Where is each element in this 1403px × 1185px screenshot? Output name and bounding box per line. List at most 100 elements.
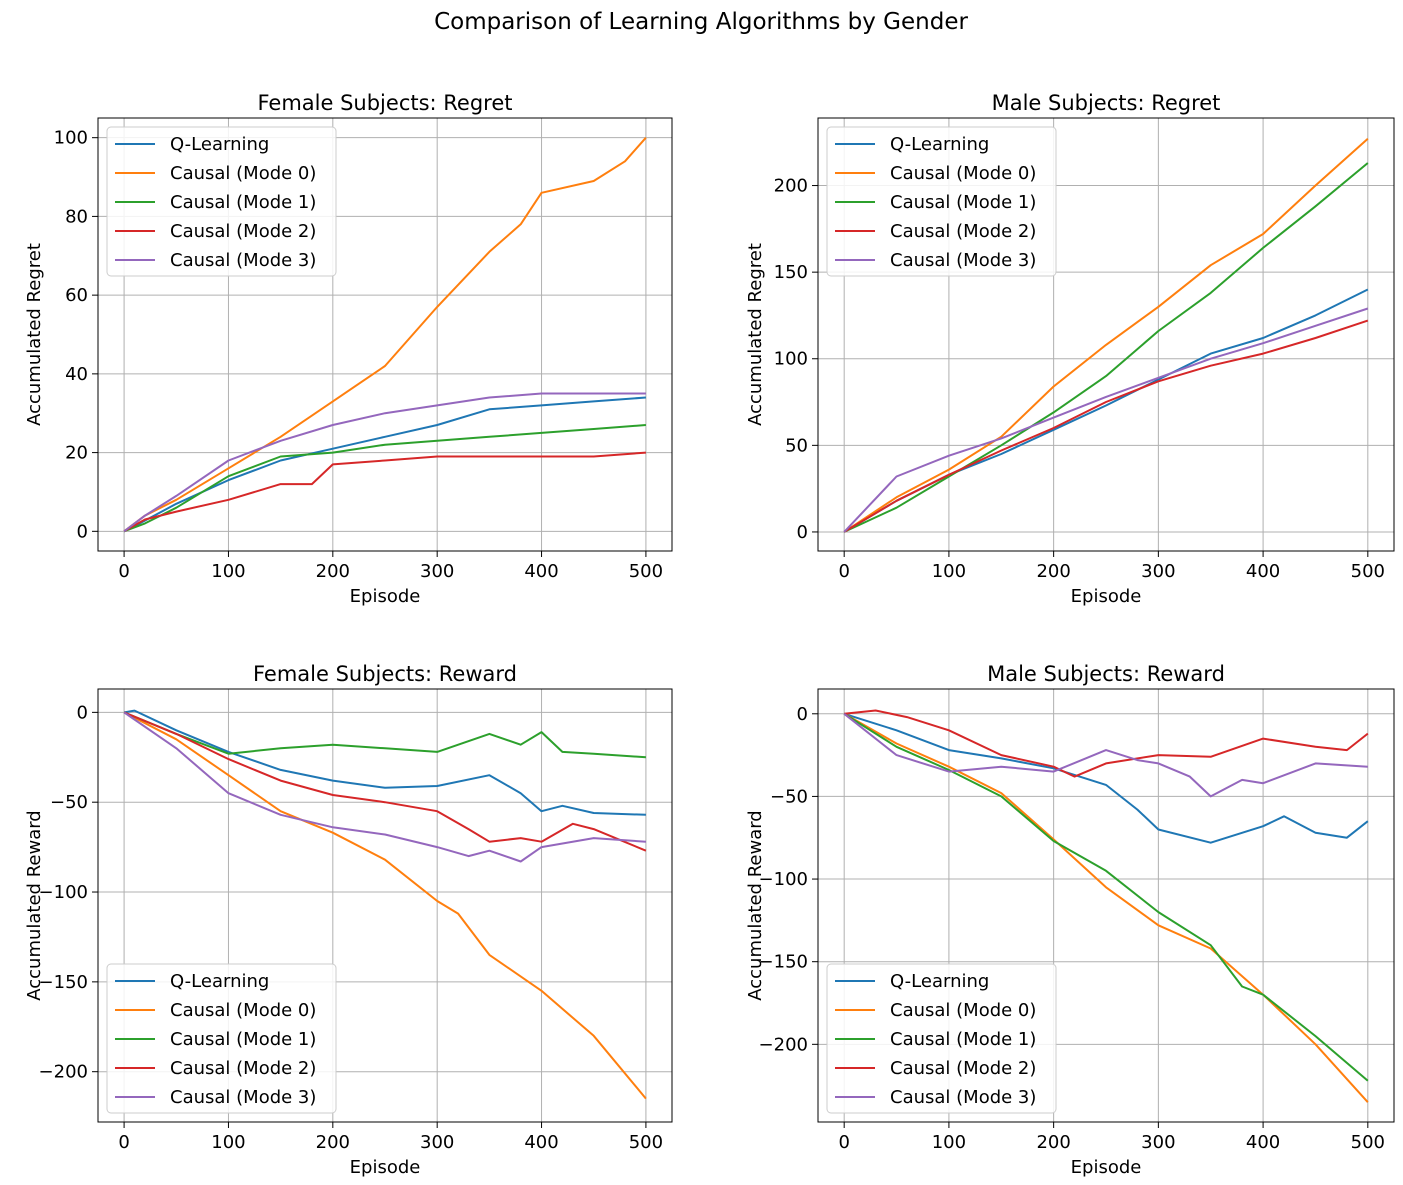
y-tick-label: −100 [39,882,88,903]
y-axis-label: Accumulated Reward [24,810,45,1001]
legend-label: Causal (Mode 1) [170,192,316,213]
x-tick-label: 300 [420,1132,454,1153]
y-tick-label: −200 [39,1062,88,1083]
series-line-causal-mode-1 [843,162,1369,533]
x-tick-label: 400 [1246,1132,1280,1153]
series-line-causal-mode-0 [843,138,1369,533]
y-tick-label: −150 [759,952,808,973]
y-tick-label: 150 [774,262,808,283]
legend-label: Q-Learning [170,971,269,992]
series-line-causal-mode-0 [123,711,647,1100]
legend-label: Causal (Mode 0) [890,1000,1036,1021]
x-tick-label: 300 [1141,561,1175,582]
legend-label: Causal (Mode 1) [170,1029,316,1050]
series-line-q-learning [843,288,1369,533]
x-tick-label: 500 [1351,1132,1385,1153]
x-tick-label: 400 [1246,561,1280,582]
legend-label: Causal (Mode 0) [170,1000,316,1021]
series-line-causal-mode-3 [123,711,646,863]
legend: Q-Learning Causal (Mode 0) Causal (Mode 1)… [106,963,337,1114]
chart-panel-2: 0 100 200 300 400 500 0 50 100 150 200 Male Subject… [745,91,1395,607]
x-tick-label: 100 [211,561,245,582]
series-line-q-learning [123,396,646,533]
legend-label: Q-Learning [890,134,989,155]
x-axis-label: Episode [1071,1157,1142,1178]
y-tick-label: 80 [65,206,88,227]
x-tick-label: 500 [629,1132,663,1153]
series-line-causal-mode-1 [123,424,646,533]
x-tick-label: 200 [316,1132,350,1153]
y-tick-label: −100 [759,869,808,890]
y-tick-label: 50 [785,435,808,456]
x-tick-label: 100 [932,561,966,582]
x-axis-label: Episode [350,1157,421,1178]
y-axis-label: Accumulated Regret [745,243,766,426]
y-axis-label: Accumulated Reward [745,810,766,1001]
x-tick-label: 500 [629,561,663,582]
legend-label: Causal (Mode 1) [890,1029,1036,1050]
x-tick-label: 0 [838,561,849,582]
legend-label: Causal (Mode 2) [170,1058,316,1079]
legend-box [106,963,337,1114]
x-tick-label: 100 [211,1132,245,1153]
y-tick-label: 0 [77,521,88,542]
legend-label: Causal (Mode 3) [170,250,316,271]
axes-frame [817,688,1395,1123]
legend-label: Causal (Mode 1) [890,192,1036,213]
x-axis-label: Episode [1071,586,1142,607]
panel-title: Female Subjects: Regret [257,91,512,115]
y-tick-label: 0 [77,702,88,723]
x-tick-label: 0 [118,561,129,582]
figure-title: Comparison of Learning Algorithms by Gen… [434,9,968,35]
x-tick-label: 400 [524,561,558,582]
legend-box [826,963,1057,1114]
legend-box [826,126,1057,277]
series-line-causal-mode-2 [844,709,1369,778]
legend-label: Causal (Mode 2) [170,221,316,242]
panel-title: Male Subjects: Regret [992,91,1221,115]
legend-label: Causal (Mode 3) [170,1087,316,1108]
legend-box [106,126,337,277]
y-tick-label: 60 [65,285,88,306]
axes-frame [817,117,1395,552]
series-line-causal-mode-0 [123,137,647,533]
y-tick-label: 40 [65,364,88,385]
y-tick-label: 100 [54,128,88,149]
y-tick-label: 20 [65,443,88,464]
series-line-q-learning [123,709,646,816]
series-line-causal-mode-3 [843,713,1368,798]
series-line-causal-mode-3 [843,307,1369,533]
x-axis-label: Episode [350,586,421,607]
series-line-causal-mode-2 [123,711,647,852]
y-tick-label: −50 [770,786,808,807]
x-tick-label: 0 [118,1132,129,1153]
y-tick-label: 100 [774,349,808,370]
legend-label: Causal (Mode 0) [890,163,1036,184]
y-tick-label: 200 [774,176,808,197]
x-tick-label: 300 [1141,1132,1175,1153]
series-line-causal-mode-2 [843,319,1369,533]
legend-label: Causal (Mode 3) [890,250,1036,271]
legend-label: Causal (Mode 2) [890,221,1036,242]
y-tick-label: −200 [759,1034,808,1055]
legend-label: Q-Learning [170,134,269,155]
y-axis-label: Accumulated Regret [24,243,45,426]
legend-label: Causal (Mode 3) [890,1087,1036,1108]
axes-frame [97,117,673,552]
chart-panel-4: 0 100 200 300 400 500 0 −50 −100 −150 −200 Male Sub… [745,662,1395,1178]
x-tick-label: 100 [932,1132,966,1153]
y-tick-label: 0 [797,704,808,725]
axes-frame [97,688,673,1123]
x-tick-label: 200 [1036,561,1070,582]
series-line-causal-mode-3 [123,392,646,533]
series-line-causal-mode-1 [843,712,1369,1082]
x-tick-label: 200 [316,561,350,582]
series-line-causal-mode-0 [843,712,1369,1103]
series-line-causal-mode-2 [123,451,646,533]
legend-label: Q-Learning [890,971,989,992]
x-tick-label: 400 [524,1132,558,1153]
legend: Q-Learning Causal (Mode 0) Causal (Mode 1)… [106,126,337,277]
y-tick-label: −150 [39,972,88,993]
y-tick-label: 0 [797,522,808,543]
legend: Q-Learning Causal (Mode 0) Causal (Mode 1)… [826,126,1057,277]
